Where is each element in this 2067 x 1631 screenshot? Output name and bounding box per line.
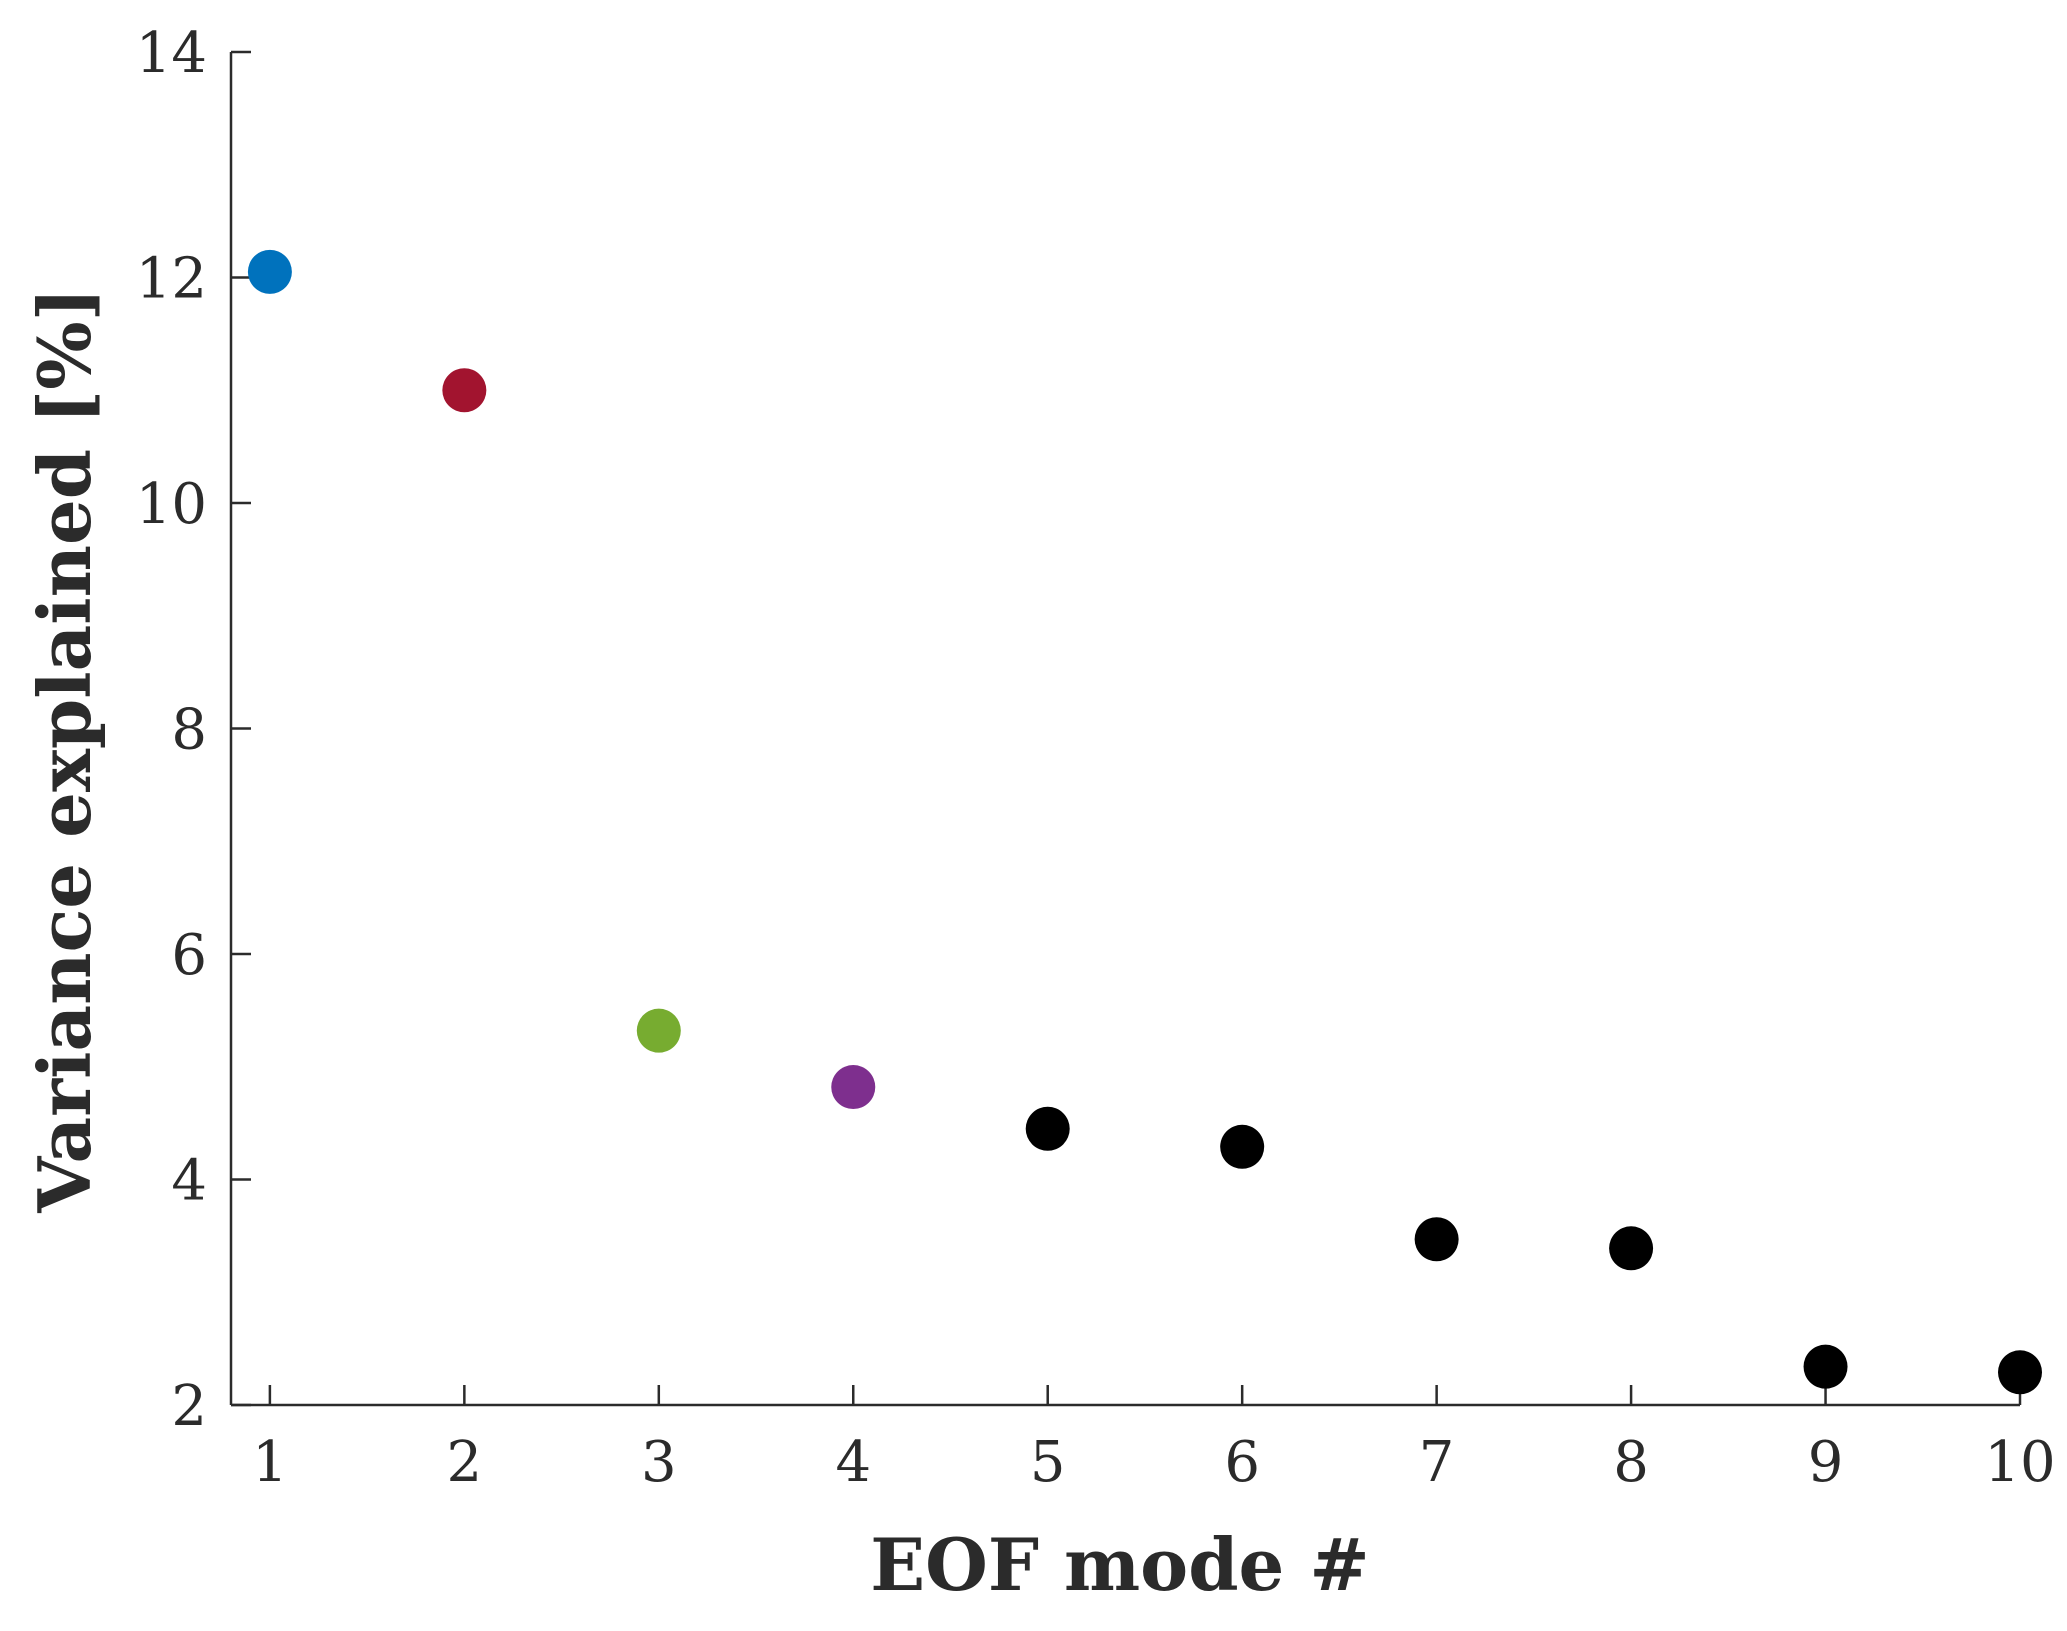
- x-tick-label: 3: [641, 1430, 677, 1495]
- y-tick-label: 14: [136, 21, 207, 86]
- y-axis-title: Variance explained [%]: [22, 287, 107, 1213]
- x-tick-label: 8: [1613, 1430, 1649, 1495]
- x-tick-label: 10: [1984, 1430, 2055, 1495]
- data-point: [1220, 1124, 1265, 1169]
- y-axis-ticks: 2 4 6 8 10 12 14: [136, 21, 251, 1439]
- y-tick-label: 6: [171, 923, 207, 988]
- x-tick-label: 7: [1419, 1430, 1455, 1495]
- data-point: [636, 1008, 681, 1053]
- x-tick-label: 2: [447, 1430, 483, 1495]
- data-point: [247, 249, 292, 294]
- x-tick-label: 4: [835, 1430, 871, 1495]
- data-point: [1998, 1350, 2042, 1395]
- x-tick-label: 5: [1030, 1430, 1066, 1495]
- y-tick-label: 12: [136, 247, 207, 312]
- x-tick-label: 1: [252, 1430, 288, 1495]
- y-tick-label: 8: [171, 698, 207, 763]
- data-points: [247, 249, 2042, 1395]
- x-axis-ticks: 1 2 3 4 5 6 7 8 9 10: [252, 1385, 2056, 1495]
- data-point: [1414, 1217, 1459, 1262]
- data-point: [1803, 1344, 1848, 1389]
- data-point: [831, 1065, 876, 1110]
- y-tick-label: 10: [136, 472, 207, 537]
- y-tick-label: 2: [171, 1374, 207, 1439]
- x-tick-label: 6: [1224, 1430, 1260, 1495]
- data-point: [1609, 1226, 1654, 1271]
- y-tick-label: 4: [171, 1149, 207, 1214]
- data-point: [442, 368, 487, 413]
- x-axis-title: EOF mode #: [870, 1522, 1370, 1607]
- x-tick-label: 9: [1808, 1430, 1844, 1495]
- data-point: [1025, 1106, 1070, 1151]
